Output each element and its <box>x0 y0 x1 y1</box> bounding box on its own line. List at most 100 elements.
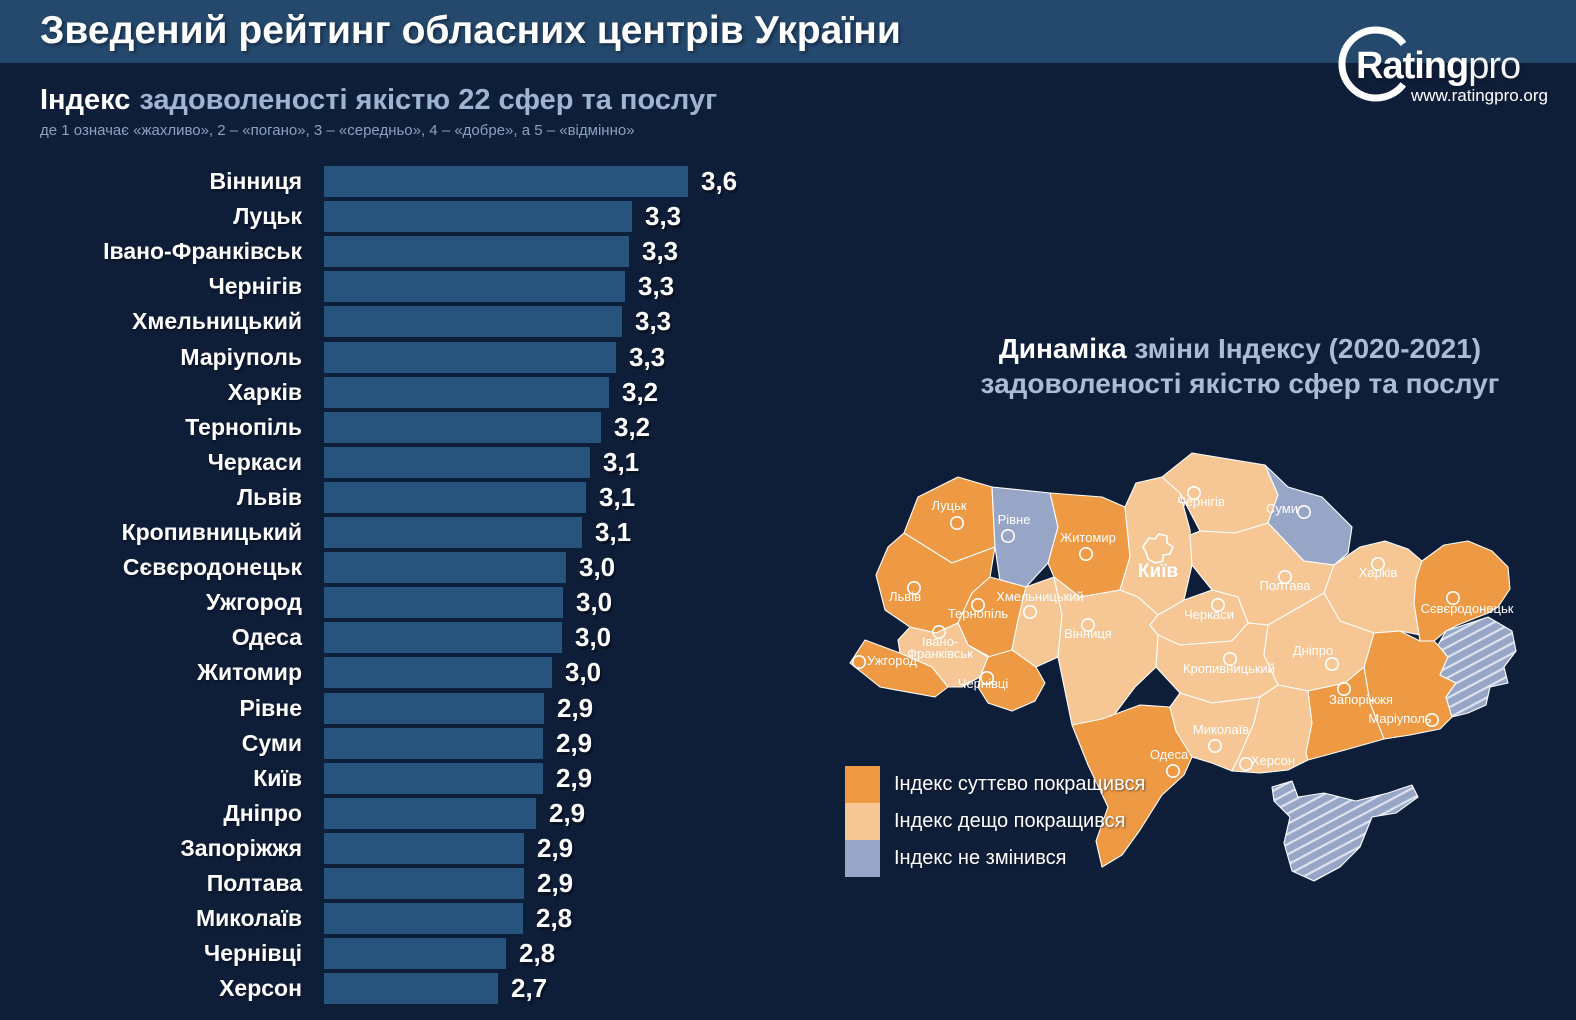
bar-label: Житомир <box>197 659 302 686</box>
bar-row: Хмельницький 3,3 <box>40 306 820 338</box>
bar-label: Вінниця <box>209 168 302 194</box>
bar-row: Луцьк 3,3 <box>40 201 820 233</box>
bar <box>324 938 506 970</box>
bar-row: Вінниця 3,6 <box>40 166 820 197</box>
bar <box>324 797 536 829</box>
legend-item: Індекс суттєво покращився <box>845 766 1145 803</box>
legend-item: Індекс не змінився <box>845 840 1145 877</box>
bar <box>324 341 616 373</box>
legend-swatch <box>845 803 880 840</box>
kyiv-city-icon <box>1142 533 1174 564</box>
bar <box>324 692 544 724</box>
city-marker <box>1210 598 1225 613</box>
subtitle-lead: Індекс <box>40 84 131 116</box>
bar-row: Київ 2,9 <box>40 762 820 794</box>
legend-label: Індекс суттєво покращився <box>894 773 1146 795</box>
regions-layer <box>849 452 1517 882</box>
subtitle-rest: задоволеності якістю 22 сфер та послуг <box>139 84 718 116</box>
bar-label: Запоріжжя <box>180 834 302 861</box>
bar <box>324 832 524 864</box>
bar-row: Чернівці 2,8 <box>40 938 820 970</box>
city-marker <box>971 598 986 613</box>
city-label: Чернівці <box>958 676 1009 691</box>
city-labels-layer: Луцьк Рівне Житомир Чернігів Суми Київ Львів Те… <box>852 485 1514 778</box>
bar-label: Херсон <box>219 975 302 1002</box>
logo-brand-bold: Rating <box>1356 45 1469 87</box>
bar-row: Полтава 2,9 <box>40 868 820 899</box>
city-label: Суми <box>1266 501 1298 516</box>
city-marker <box>1023 605 1038 620</box>
region-ivano-frankivsk <box>897 622 989 688</box>
city-label: Одеса <box>1150 747 1189 762</box>
city-label: Маріуполь <box>1368 711 1431 726</box>
city-label: Харків <box>1359 565 1398 580</box>
city-label: Херсон <box>1251 753 1295 768</box>
bar-value: 3,0 <box>576 587 613 618</box>
bar-value: 2,9 <box>537 868 574 898</box>
legend-swatch <box>845 766 880 803</box>
bar-label: Чернігів <box>208 273 302 300</box>
bar-label: Київ <box>253 764 302 791</box>
bar-value: 3,3 <box>645 201 682 232</box>
bar-value: 2,9 <box>549 797 586 828</box>
bar-value: 3,1 <box>595 517 632 547</box>
bar-row: Львів 3,1 <box>40 481 820 513</box>
bar <box>324 446 590 478</box>
logo-brand-light: pro <box>1468 45 1521 87</box>
bar-value: 3,3 <box>635 306 672 337</box>
bar <box>324 481 586 513</box>
bar-row: Одеса 3,0 <box>40 622 820 654</box>
city-label: Київ <box>1138 561 1178 582</box>
legend-label: Індекс дещо покращився <box>894 810 1126 832</box>
bar-value: 3,3 <box>629 341 666 372</box>
bar-value: 3,2 <box>614 411 651 442</box>
map-title-rest: зміни Індексу (2020-2021) <box>1134 333 1482 364</box>
bar-value: 2,8 <box>536 903 573 934</box>
city-marker <box>1445 591 1460 606</box>
legend-item: Індекс дещо покращився <box>845 803 1145 840</box>
bar-value: 3,1 <box>603 446 640 477</box>
ukraine-map: Луцьк Рівне Житомир Чернігів Суми Київ Львів Те… <box>849 452 1517 882</box>
city-marker <box>1081 618 1096 633</box>
bar-row: Черкаси 3,1 <box>40 446 820 478</box>
bar <box>324 552 566 584</box>
bar-label: Миколаїв <box>196 905 302 932</box>
bar-value: 3,3 <box>638 271 675 302</box>
bar <box>324 517 582 548</box>
city-marker <box>1238 756 1253 771</box>
bar-value: 3,2 <box>622 376 659 407</box>
bar-row: Сєвєродонецьк 3,0 <box>40 552 820 584</box>
bar <box>324 868 524 899</box>
bar-value: 2,9 <box>557 692 594 723</box>
bar-row: Маріуполь 3,3 <box>40 341 820 373</box>
bar-row: Миколаїв 2,8 <box>40 903 820 935</box>
map-title-line2: задоволеності якістю сфер та послуг <box>980 368 1500 399</box>
legend-swatch <box>845 840 880 877</box>
bar-label: Ужгород <box>205 589 302 616</box>
bar-label: Тернопіль <box>185 413 302 440</box>
bar-row: Ужгород 3,0 <box>40 587 820 619</box>
bar <box>324 727 543 759</box>
bar-value: 3,6 <box>701 166 738 196</box>
map-title: Динаміка зміни Індексу (2020-2021) задов… <box>950 331 1530 401</box>
city-label: Запоріжжя <box>1329 692 1393 707</box>
bar-value: 3,0 <box>575 622 612 653</box>
bar-label: Харків <box>227 378 302 405</box>
bar-row: Чернігів 3,3 <box>40 271 820 303</box>
city-label: Житомир <box>1060 530 1116 545</box>
map-legend: Індекс суттєво покращився Індекс дещо по… <box>845 766 1145 877</box>
region-occupied-donbas <box>1437 616 1517 718</box>
map-title-lead: Динаміка <box>998 333 1127 364</box>
city-label: Миколаїв <box>1193 722 1249 737</box>
bar-label: Львів <box>237 483 302 510</box>
city-marker <box>1165 763 1180 778</box>
region-crimea <box>1271 780 1419 882</box>
ratingpro-logo: Ratingpro <box>1356 45 1521 88</box>
region-sumy <box>1264 464 1353 566</box>
bar <box>324 622 562 654</box>
page-title: Зведений рейтинг обласних центрів Україн… <box>40 9 901 52</box>
city-marker <box>1370 557 1385 572</box>
bar-row: Кропивницький 3,1 <box>40 517 820 548</box>
bar-value: 3,1 <box>599 481 636 512</box>
